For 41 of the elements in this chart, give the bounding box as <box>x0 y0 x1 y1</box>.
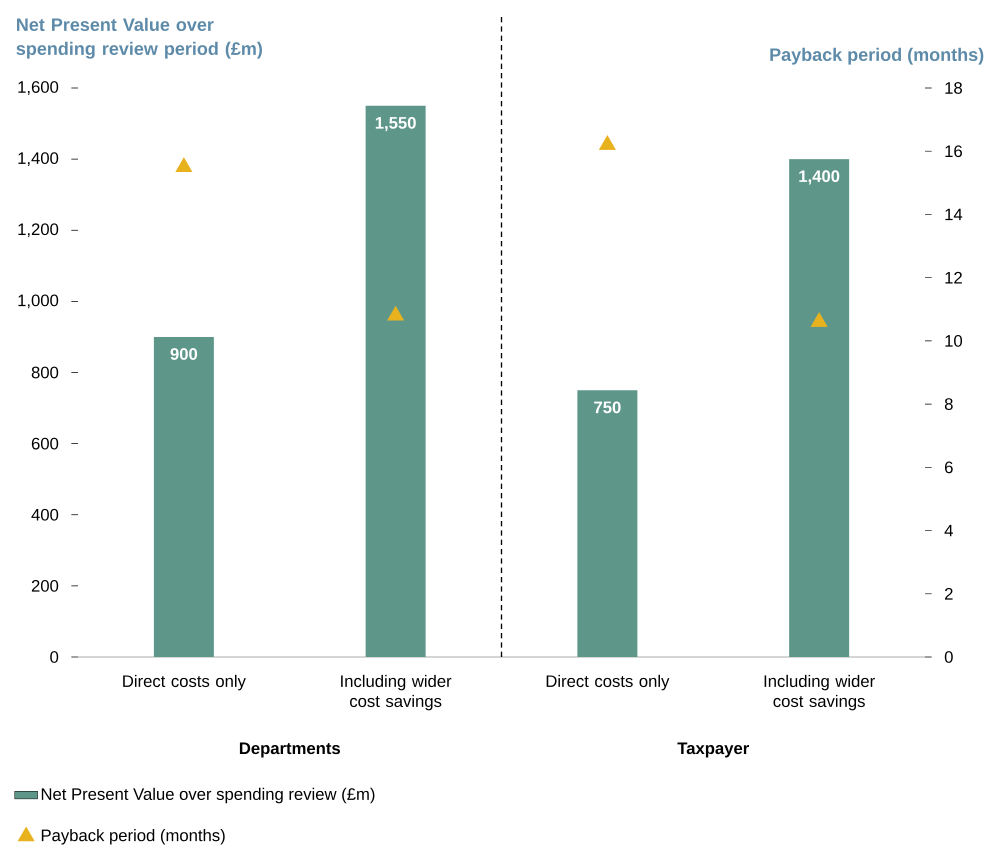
y2-tick-label: 2 <box>945 588 953 600</box>
bar <box>366 106 426 657</box>
y2-tick-label: 10 <box>945 335 962 347</box>
y2-tick-label: 0 <box>944 651 953 663</box>
y-tick-label: 200 <box>32 580 58 592</box>
y-axis-title: Net Present Value over spending review period (£m) <box>16 18 262 59</box>
y-tick-label: 1,600 <box>18 81 58 95</box>
point <box>387 306 404 321</box>
data-label: 900 <box>170 348 198 360</box>
y-tick-label: 1,400 <box>18 152 58 166</box>
data-label: 750 <box>594 401 621 414</box>
data-label: 1,400 <box>799 170 840 184</box>
text: Taxpayer <box>677 742 749 758</box>
y-tick-label: 1,200 <box>18 223 58 238</box>
bar <box>789 159 850 657</box>
y-tick-label: 400 <box>31 508 58 521</box>
y2-tick-label: 12 <box>945 272 962 284</box>
point <box>599 135 616 150</box>
x-tick-label: Including wider cost savings <box>341 674 452 710</box>
point <box>810 312 828 327</box>
y2-tick-label: 14 <box>945 208 962 220</box>
y2-tick-label: 16 <box>945 145 962 158</box>
point <box>176 157 192 172</box>
text: Departments <box>240 742 340 758</box>
bar <box>154 336 214 657</box>
y-tick-label: 800 <box>32 366 58 378</box>
y2-tick-label: 6 <box>945 461 953 474</box>
y2-tick-label: 4 <box>944 524 953 536</box>
x-tick-label: Direct costs only <box>546 674 670 690</box>
y-tick-label: 1,000 <box>18 294 58 308</box>
bar <box>577 390 638 657</box>
x-tick-label: Direct costs only <box>123 674 246 690</box>
y2-tick-label: 8 <box>944 398 953 410</box>
y2-axis-title: Payback period (months) <box>770 48 984 65</box>
y2-tick-label: 18 <box>945 82 962 94</box>
y-tick-label: 600 <box>32 438 58 450</box>
x-tick-label: Including wider cost savings <box>764 674 875 710</box>
legend-label: Payback period (months) <box>42 829 225 845</box>
y-tick-label: 0 <box>50 651 58 663</box>
legend-label: Net Present Value over spending review (£m) <box>42 788 374 804</box>
data-label: 1,550 <box>376 116 416 132</box>
